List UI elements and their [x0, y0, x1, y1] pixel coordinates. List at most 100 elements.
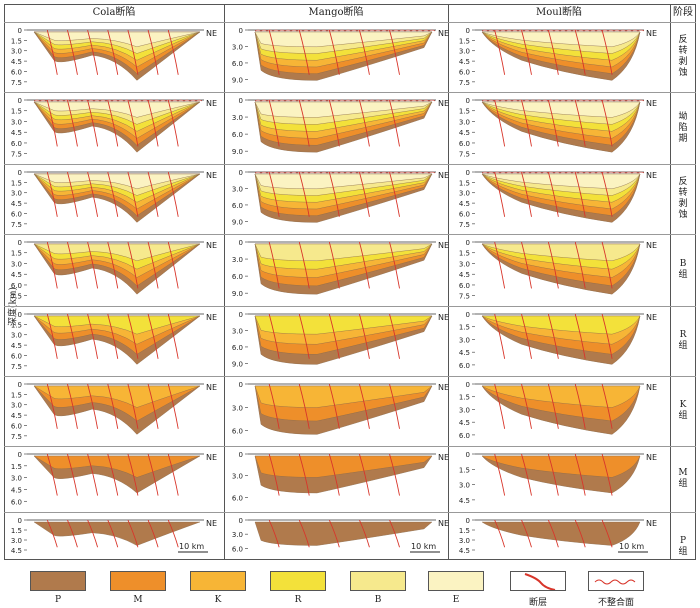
fault-line — [87, 171, 99, 217]
fault-line — [389, 99, 400, 147]
legend-item: B — [350, 571, 410, 607]
depth-tick-label: 3.0 — [459, 336, 470, 344]
legend-swatch-e — [428, 571, 484, 591]
fault-line — [127, 171, 139, 217]
ne-direction-label: NE — [438, 99, 449, 108]
depth-tick-label: 1.5 — [459, 37, 470, 45]
stratum-b — [481, 243, 641, 261]
depth-tick-label: 0 — [18, 27, 22, 35]
depth-tick-label: 4.5 — [11, 129, 22, 137]
legend-label: 断层 — [528, 598, 547, 608]
ne-direction-label: NE — [206, 99, 217, 108]
stage-cell: 坳陷期 — [678, 111, 688, 144]
unconformity-line — [254, 171, 436, 174]
depth-tick-label: 6.0 — [459, 432, 470, 440]
depth-tick-label: 0 — [18, 169, 22, 177]
fault-line — [107, 313, 119, 359]
fault-line — [127, 241, 139, 289]
depth-tick-label: 4.5 — [11, 486, 22, 494]
fault-line — [521, 241, 532, 289]
depth-tick-label: 6.0 — [459, 140, 470, 148]
depth-tick-label: 4.5 — [459, 497, 470, 505]
depth-tick-label: 1.5 — [459, 108, 470, 116]
ne-direction-label: NE — [646, 519, 657, 528]
depth-tick-label: 1.5 — [459, 466, 470, 474]
fault-line — [87, 519, 99, 548]
fault-line — [547, 99, 559, 147]
stratum-p — [254, 521, 433, 546]
depth-tick-label: 3.0 — [232, 404, 243, 412]
depth-tick-label: 3.0 — [232, 256, 243, 264]
stratum-m — [481, 455, 641, 478]
depth-tick-label: 0 — [466, 239, 470, 247]
stratum-k — [254, 385, 433, 408]
ne-direction-label: NE — [206, 29, 217, 38]
stratum-b — [33, 243, 201, 262]
depth-tick-label: 7.5 — [459, 293, 470, 301]
stratum-e — [254, 31, 433, 48]
fault-line — [67, 519, 78, 548]
ne-direction-label: NE — [206, 313, 217, 322]
header-divider — [4, 22, 696, 23]
stratum-r — [33, 315, 201, 335]
scale-bar-label: 10 km — [179, 542, 204, 551]
depth-tick-label: 0 — [466, 451, 470, 459]
ne-direction-label: NE — [646, 29, 657, 38]
fault-line — [328, 453, 340, 496]
fault-line — [46, 383, 58, 429]
fault-line — [521, 383, 532, 429]
fault-line — [547, 29, 559, 75]
fault-line — [107, 171, 119, 217]
fault-line — [574, 241, 586, 289]
depth-tick-label: 6.0 — [232, 344, 243, 352]
fault-line — [127, 99, 139, 147]
fault-line — [328, 383, 340, 429]
depth-tick-label: 6.0 — [232, 202, 243, 210]
depth-tick-label: 7.5 — [11, 293, 22, 301]
legend-item: P — [30, 571, 90, 607]
depth-tick-label: 3.0 — [232, 43, 243, 51]
fault-line — [67, 241, 78, 289]
fault-line — [268, 171, 280, 217]
fault-line — [67, 453, 78, 496]
depth-tick-label: 6.0 — [232, 428, 243, 436]
depth-tick-label: 0 — [239, 239, 243, 247]
fault-line — [358, 29, 370, 75]
fault-line — [107, 383, 119, 429]
depth-tick-label: 3.0 — [232, 114, 243, 122]
row-divider — [4, 164, 696, 165]
fault-line — [127, 453, 139, 496]
depth-tick-label: 0 — [239, 97, 243, 105]
column-divider — [448, 4, 449, 560]
stratum-r — [254, 315, 433, 335]
depth-tick-label: 3.0 — [11, 332, 22, 340]
fault-line — [359, 519, 370, 548]
depth-tick-label: 1.5 — [459, 394, 470, 402]
fault-line — [494, 313, 506, 359]
depth-tick-label: 3.0 — [232, 185, 243, 193]
depth-tick-label: 3.0 — [11, 118, 22, 126]
depth-tick-label: 4.5 — [459, 547, 470, 555]
fault-line — [389, 241, 400, 289]
depth-tick-label: 0 — [18, 97, 22, 105]
depth-tick-label: 1.5 — [459, 179, 470, 187]
depth-tick-label: 4.5 — [459, 419, 470, 427]
fault-line — [46, 99, 58, 147]
fault-line — [147, 99, 159, 147]
fault-line — [358, 171, 370, 217]
fault-line — [67, 171, 78, 217]
fault-line — [601, 453, 613, 496]
fault-line — [547, 171, 559, 217]
fault-line — [167, 383, 179, 429]
depth-tick-label: 3.0 — [11, 537, 22, 545]
legend-swatch-r — [270, 571, 326, 591]
fault-line — [147, 453, 159, 496]
stratum-b — [254, 243, 433, 261]
depth-tick-label: 7.5 — [459, 79, 470, 87]
unconformity-line — [254, 29, 436, 32]
depth-tick-label: 1.5 — [11, 321, 22, 329]
unconformity-line — [254, 99, 436, 102]
fault-line — [494, 29, 506, 75]
depth-tick-label: 7.5 — [11, 151, 22, 159]
